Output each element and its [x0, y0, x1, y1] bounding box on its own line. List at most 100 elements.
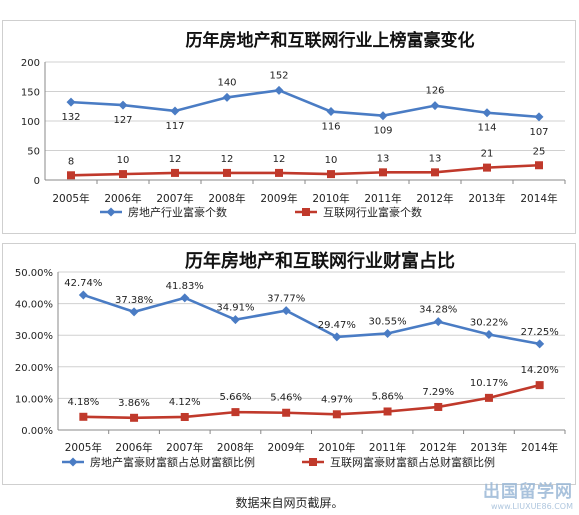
- chart1-series-1-point: [326, 107, 336, 117]
- chart2-data-label: 4.97%: [321, 394, 353, 405]
- chart1-series-1-point: [482, 108, 492, 118]
- chart1-data-label: 12: [221, 154, 234, 165]
- chart1-ytick-label: 100: [21, 117, 40, 128]
- chart2-series-2-point: [130, 413, 139, 422]
- chart1-xtick-label: 2008年: [208, 192, 245, 205]
- chart1-series-1-line: [70, 88, 540, 119]
- chart1-data-label: 109: [373, 126, 392, 137]
- chart1-data-label: 117: [165, 121, 184, 132]
- chart2-ytick-label: 20.00%: [15, 363, 53, 374]
- chart1-xtick-label: 2005年: [52, 192, 89, 205]
- chart1-xtick-label: 2007年: [156, 192, 193, 205]
- chart2-data-label: 4.12%: [169, 397, 201, 408]
- chart2-series-2-point: [535, 381, 544, 390]
- chart2-series-2-point: [434, 402, 443, 411]
- chart2-data-label: 41.83%: [166, 281, 204, 292]
- chart1-series-1-point: [222, 92, 232, 102]
- chart2-series-1-point: [484, 330, 494, 340]
- chart1-data-label: 132: [61, 112, 80, 123]
- chart1-xtick-label: 2012年: [416, 192, 453, 205]
- chart2-legend-label: 房地产富豪财富额占总财富额比例: [90, 455, 255, 469]
- chart2-data-label: 27.25%: [521, 327, 559, 338]
- chart1-data-label: 10: [117, 155, 130, 166]
- chart1-series-2-point: [171, 168, 179, 177]
- chart1-ytick-label: 150: [21, 88, 40, 99]
- chart1-data-label: 21: [481, 149, 494, 160]
- chart2-series-1-point: [332, 332, 342, 342]
- chart2-xtick-label: 2005年: [65, 441, 102, 454]
- chart2-xtick-label: 2010年: [318, 441, 355, 454]
- chart1-series-2-point: [223, 168, 231, 177]
- chart2-data-label: 29.47%: [318, 320, 356, 331]
- chart2-xtick-label: 2007年: [166, 441, 203, 454]
- chart2-frame: [2, 243, 576, 485]
- chart1-data-label: 140: [217, 77, 236, 88]
- chart2-data-label: 3.86%: [118, 398, 150, 409]
- chart1-data-label: 116: [321, 122, 340, 133]
- chart1-legend-marker: [302, 208, 310, 216]
- chart2-xtick-label: 2014年: [521, 441, 558, 454]
- chart1-data-label: 12: [273, 154, 286, 165]
- chart1-ytick-label: 50: [27, 147, 40, 158]
- chart2-series-1-point: [383, 328, 393, 338]
- chart2-xtick-label: 2012年: [420, 441, 457, 454]
- chart2-series-1-point: [129, 307, 139, 317]
- chart1-series-2-point: [67, 171, 75, 180]
- chart2-data-label: 37.77%: [267, 294, 305, 305]
- chart2-series-1-point: [78, 290, 88, 300]
- chart2-ytick-label: 0.00%: [21, 426, 53, 437]
- chart2-series-1-point: [281, 306, 291, 316]
- chart2-ytick-label: 30.00%: [15, 331, 53, 342]
- chart1-ytick-label: 200: [21, 58, 40, 69]
- chart1-series-2-point: [535, 161, 543, 170]
- chart2-ytick-label: 40.00%: [15, 300, 53, 311]
- chart1-legend-marker: [106, 207, 116, 217]
- chart1-series-1-point: [118, 100, 128, 110]
- chart-2: 历年房地产和互联网行业财富占比 0.00% 10.00% 20.00% 30.00% 40…: [15, 250, 566, 469]
- chart1-data-label: 25: [533, 146, 546, 157]
- chart2-legend-marker: [309, 458, 317, 466]
- chart2-ytick-label: 50.00%: [15, 268, 53, 279]
- chart2-data-label: 34.91%: [216, 303, 254, 314]
- chart2-series-1-point: [230, 315, 240, 325]
- chart1-series-1-point: [378, 111, 388, 121]
- chart2-data-label: 30.22%: [470, 318, 508, 329]
- chart1-xtick-label: 2013年: [468, 192, 505, 205]
- chart1-data-label: 12: [169, 154, 182, 165]
- chart2-data-label: 34.28%: [419, 305, 457, 316]
- chart2-data-label: 5.66%: [220, 392, 252, 403]
- chart2-series-2-point: [79, 412, 88, 421]
- chart2-series-2-point: [180, 412, 189, 421]
- chart1-data-label: 126: [425, 86, 444, 97]
- chart1-series-2-point: [327, 170, 335, 179]
- chart1-series-2-point: [431, 168, 439, 177]
- chart2-data-label: 4.18%: [67, 397, 99, 408]
- chart1-data-label: 127: [113, 115, 132, 126]
- chart2-data-label: 7.29%: [422, 387, 454, 398]
- chart2-data-label: 42.74%: [64, 278, 102, 289]
- chart2-series-2-point: [332, 410, 341, 419]
- chart2-legend-label: 互联网富豪财富额占总财富额比例: [330, 455, 495, 469]
- chart1-series-1-point: [534, 112, 544, 122]
- chart2-series-2-point: [484, 393, 493, 402]
- chart1-frame: [2, 20, 576, 234]
- chart2-data-label: 37.38%: [115, 295, 153, 306]
- chart1-xtick-label: 2009年: [260, 192, 297, 205]
- chart1-xtick-label: 2006年: [104, 192, 141, 205]
- chart2-xtick-label: 2008年: [217, 441, 254, 454]
- chart2-xtick-label: 2011年: [369, 441, 406, 454]
- chart1-xtick-label: 2014年: [520, 192, 557, 205]
- watermark-logo: 出国留学网 www.LIUXUE86.COM: [483, 477, 573, 511]
- chart1-xtick-label: 2010年: [312, 192, 349, 205]
- watermark-url: www.LIUXUE86.COM: [490, 502, 573, 511]
- chart2-xtick-label: 2013年: [470, 441, 507, 454]
- chart2-data-label: 5.46%: [270, 393, 302, 404]
- chart2-data-label: 5.86%: [372, 391, 404, 402]
- chart2-data-label: 14.20%: [521, 365, 559, 376]
- source-note: 数据来自网页截屏。: [235, 496, 344, 510]
- chart1-title: 历年房地产和互联网行业上榜富豪变化: [186, 30, 475, 51]
- chart1-data-label: 107: [529, 127, 548, 138]
- chart2-series-1-point: [180, 293, 190, 303]
- chart2-data-label: 10.17%: [470, 378, 508, 389]
